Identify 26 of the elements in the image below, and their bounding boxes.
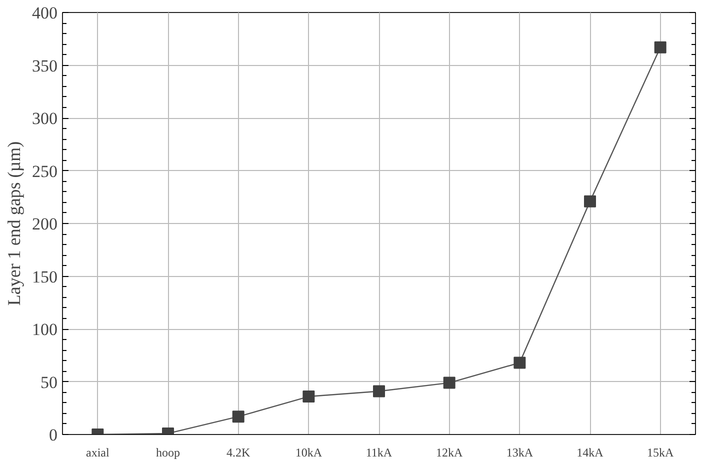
y-tick-label: 150 [32, 267, 58, 286]
x-tick-label: 15kA [647, 446, 674, 460]
y-tick-label: 400 [32, 4, 58, 22]
x-tick-label: hoop [156, 446, 180, 460]
y-tick-label: 300 [32, 109, 58, 128]
point [232, 410, 244, 423]
point [443, 376, 456, 389]
y-tick-label: 200 [32, 214, 58, 234]
point [584, 195, 596, 208]
x-tick-label: axial [86, 446, 110, 460]
y-tick-label: 250 [32, 162, 58, 181]
y-tick-label: 350 [32, 56, 58, 76]
x-tick-label: 12kA [436, 446, 463, 460]
y-tick-label: 0 [49, 426, 58, 444]
point [514, 356, 526, 369]
y-axis-title: Layer 1 end gaps (µm) [4, 141, 24, 306]
point [373, 385, 385, 398]
x-tick-label: 4.2K [226, 446, 250, 460]
x-tick-label: 13kA [506, 446, 534, 460]
point [302, 390, 315, 403]
y-tick-label: 50 [40, 372, 58, 392]
point [654, 41, 666, 54]
x-tick-label: 14kA [576, 446, 604, 460]
y-tick-label: 100 [32, 320, 58, 339]
x-tick-label: 10kA [295, 446, 322, 460]
x-tick-label: 11kA [366, 446, 392, 460]
